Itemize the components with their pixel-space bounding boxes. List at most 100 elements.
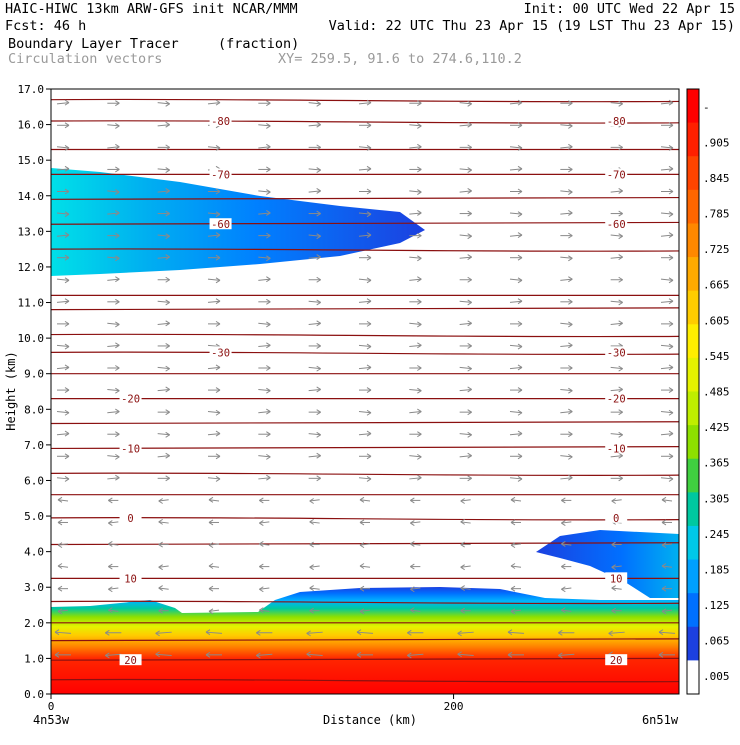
circulation-vector — [107, 342, 120, 349]
circulation-vector — [259, 520, 270, 526]
circulation-vector — [107, 122, 120, 129]
circulation-vector — [158, 541, 169, 548]
circulation-vector — [459, 299, 472, 306]
circulation-vector — [459, 431, 472, 438]
circulation-vector — [157, 386, 170, 393]
circulation-vector — [105, 629, 122, 636]
circulation-vector — [207, 277, 221, 284]
circulation-vector — [308, 431, 321, 438]
colorbar-cell — [687, 89, 699, 124]
circulation-vector — [107, 453, 120, 460]
circulation-vector — [258, 408, 271, 415]
circulation-vector — [358, 145, 372, 151]
contour-label-bg — [119, 572, 142, 584]
circulation-vector — [409, 298, 422, 305]
circulation-vector — [258, 166, 271, 173]
circulation-vector — [359, 320, 372, 327]
circulation-vector — [510, 542, 522, 549]
circulation-vector — [155, 651, 172, 658]
colorbar-label: .905 — [703, 136, 730, 149]
isotherm-line — [50, 421, 680, 425]
circulation-vector — [356, 629, 374, 636]
circulation-vector — [410, 586, 421, 593]
circulation-vector — [459, 343, 472, 349]
circulation-vector — [510, 387, 523, 393]
circulation-vector — [409, 143, 422, 150]
circulation-vector — [610, 233, 623, 240]
header-valid: Valid: 22 UTC Thu 23 Apr 15 (19 LST Thu … — [329, 18, 735, 34]
y-tick-label: 13.0 — [18, 225, 45, 238]
circulation-vector — [56, 476, 70, 482]
circulation-vector — [610, 386, 623, 393]
circulation-vector — [660, 298, 674, 305]
circulation-vector — [208, 585, 219, 592]
y-tick-label: 8.0 — [24, 403, 44, 416]
circulation-vector — [611, 541, 622, 548]
isotherm-line — [50, 351, 680, 356]
circulation-vector — [308, 121, 321, 128]
circulation-vector — [611, 498, 622, 504]
circulation-vector — [660, 99, 674, 106]
isotherm-line — [50, 148, 680, 151]
circulation-vector — [459, 475, 472, 482]
circulation-vector — [661, 563, 673, 569]
circulation-vector — [660, 476, 674, 482]
circulation-vector — [611, 564, 622, 571]
circulation-vector — [208, 387, 221, 393]
circulation-vector — [107, 189, 120, 196]
y-tick-label: 1.0 — [24, 652, 44, 665]
circulation-vector — [409, 474, 422, 481]
circulation-vector — [459, 386, 472, 393]
circulation-vector — [661, 254, 674, 261]
circulation-vector — [259, 541, 270, 547]
circulation-vector — [560, 342, 573, 349]
circulation-vector — [308, 100, 321, 107]
circulation-vector — [308, 210, 321, 217]
circulation-vector — [459, 320, 472, 327]
circulation-vector — [258, 143, 271, 150]
circulation-vector — [560, 474, 573, 481]
colorbar-label: .545 — [703, 350, 730, 363]
circulation-vector — [359, 254, 372, 261]
circulation-vector — [56, 409, 70, 416]
circulation-vector — [560, 255, 573, 262]
circulation-vector — [208, 519, 219, 526]
circulation-vector — [158, 518, 169, 525]
header-init: Init: 00 UTC Wed 22 Apr 15 — [524, 1, 735, 17]
circulation-vector — [509, 476, 523, 482]
y-axis-label: Height (km) — [4, 351, 18, 430]
circulation-vector — [459, 167, 472, 173]
circulation-vector — [208, 453, 221, 460]
circulation-vector — [108, 497, 119, 504]
circulation-vector — [258, 122, 271, 129]
circulation-vector — [460, 518, 471, 525]
xy-range: XY= 259.5, 91.6 to 274.6,110.2 — [278, 51, 522, 67]
contour-label: -10 — [607, 443, 626, 455]
circulation-vector — [309, 585, 320, 591]
colorbar-label: .785 — [703, 208, 730, 221]
header-title: HAIC-HIWC 13km ARW-GFS init NCAR/MMM — [5, 1, 298, 17]
colorbar: - .905 .845 .785 .725 .665 .605 .545 .485 .425 .36… — [686, 88, 730, 695]
header-fcst: Fcst: 46 h — [5, 18, 86, 34]
circulation-vector — [660, 145, 674, 151]
circulation-vector — [510, 585, 521, 592]
contour-label: 10 — [610, 573, 623, 585]
circulation-vector — [208, 563, 220, 569]
circulation-vector — [256, 629, 273, 636]
y-tick-label: 5.0 — [24, 510, 44, 523]
colorbar-cell — [687, 660, 699, 695]
circulation-vector — [107, 365, 120, 371]
colorbar-label: .125 — [703, 599, 730, 612]
field-name: Boundary Layer Tracer — [8, 36, 179, 52]
contour-label: -60 — [607, 219, 626, 231]
circulation-vector — [510, 496, 522, 503]
circulation-vector — [509, 409, 523, 416]
circulation-vector — [56, 298, 70, 305]
circulation-vector — [561, 607, 572, 614]
circulation-vector — [306, 630, 323, 637]
contour-labels: -80 -80 -70 -70 -60 -60 -30 -30 -20 -20 -10 -10 0 0 10… — [119, 115, 628, 667]
circulation-vector — [610, 276, 623, 283]
circulation-vector — [661, 320, 674, 327]
contour-label: 0 — [613, 513, 619, 525]
contour-label-bg — [605, 572, 628, 584]
